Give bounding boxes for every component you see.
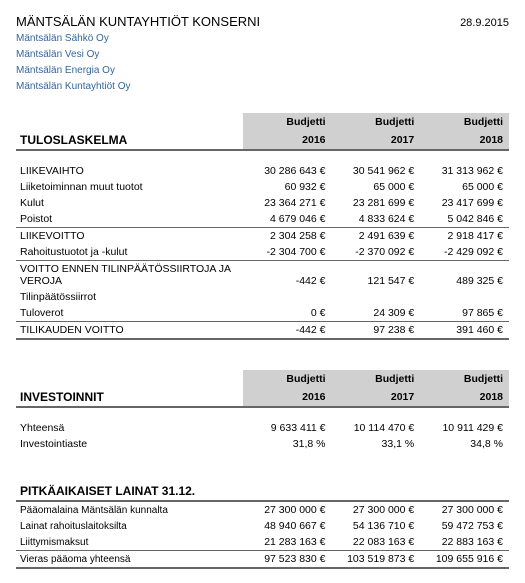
col-header-2016: 2016 <box>243 131 332 150</box>
company-title: MÄNTSÄLÄN KUNTAYHTIÖT KONSERNI <box>16 14 260 29</box>
col-header-2017: 2017 <box>332 131 421 150</box>
table-row: Pääomalaina Mäntsälän kunnalta 27 300 00… <box>16 501 509 518</box>
document-date: 28.9.2015 <box>460 17 509 29</box>
table-row: Investointiaste 31,8 % 33,1 % 34,8 % <box>16 436 509 452</box>
col-header-2018: 2018 <box>420 131 509 150</box>
subcompany-2: Mäntsälän Vesi Oy <box>16 47 509 63</box>
table-row: VOITTO ENNEN TILINPÄÄTÖSSIIRTOJA JA VERO… <box>16 261 509 290</box>
col-header-budget: Budjetti <box>243 113 332 131</box>
section-title-invest: INVESTOINNIT <box>16 388 243 407</box>
subcompany-1: Mäntsälän Sähkö Oy <box>16 31 509 47</box>
row-label: LIIKEVAIHTO <box>16 163 243 179</box>
table-row: Rahoitustuotot ja -kulut -2 304 700 € -2… <box>16 244 509 261</box>
income-statement-table: Budjetti Budjetti Budjetti TULOSLASKELMA… <box>16 113 509 340</box>
header: MÄNTSÄLÄN KUNTAYHTIÖT KONSERNI 28.9.2015 <box>16 14 509 31</box>
subcompany-3: Mäntsälän Energia Oy <box>16 63 509 79</box>
table-row: Yhteensä 9 633 411 € 10 114 470 € 10 911… <box>16 420 509 436</box>
table-row: Poistot 4 679 046 € 4 833 624 € 5 042 84… <box>16 211 509 228</box>
table-row: TILIKAUDEN VOITTO -442 € 97 238 € 391 46… <box>16 322 509 340</box>
loans-table: PITKÄAIKAISET LAINAT 31.12. Pääomalaina … <box>16 482 509 569</box>
table-row: LIIKEVOITTO 2 304 258 € 2 491 639 € 2 91… <box>16 228 509 245</box>
table-row: Tuloverot 0 € 24 309 € 97 865 € <box>16 305 509 322</box>
table-row: Tilinpäätössiirrot <box>16 289 509 305</box>
investments-table: Budjetti Budjetti Budjetti INVESTOINNIT … <box>16 370 509 452</box>
subcompany-4: Mäntsälän Kuntayhtiöt Oy <box>16 79 509 95</box>
table-row: Liittymismaksut 21 283 163 € 22 083 163 … <box>16 534 509 551</box>
table-row: Vieras pääoma yhteensä 97 523 830 € 103 … <box>16 551 509 569</box>
table-row: Kulut 23 364 271 € 23 281 699 € 23 417 6… <box>16 195 509 211</box>
section-title-lainat: PITKÄAIKAISET LAINAT 31.12. <box>16 482 243 501</box>
col-header-budget: Budjetti <box>332 113 421 131</box>
table-row: Liiketoiminnan muut tuotot 60 932 € 65 0… <box>16 179 509 195</box>
col-header-budget: Budjetti <box>420 113 509 131</box>
section-title-tulos: TULOSLASKELMA <box>16 131 243 150</box>
table-row: LIIKEVAIHTO 30 286 643 € 30 541 962 € 31… <box>16 163 509 179</box>
table-row: Lainat rahoituslaitoksilta 48 940 667 € … <box>16 518 509 534</box>
